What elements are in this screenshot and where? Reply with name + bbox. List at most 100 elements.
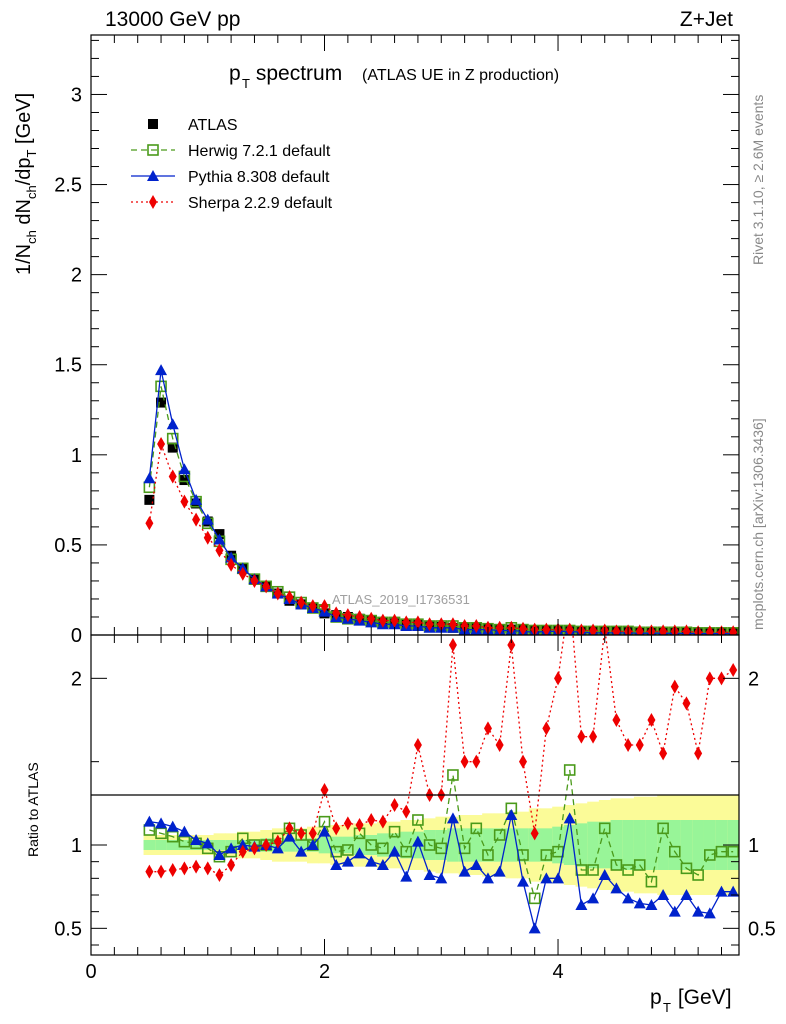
ratio-point-sherpa bbox=[448, 638, 457, 652]
ratio-point-pythia bbox=[622, 892, 635, 904]
ratio-stat-band bbox=[563, 825, 577, 865]
ratio-point-sherpa bbox=[308, 826, 317, 841]
main-point-herwig bbox=[166, 432, 179, 445]
ratio-point-pythia bbox=[353, 847, 366, 859]
ratio-point-sherpa bbox=[402, 804, 411, 819]
main-point-sherpa bbox=[565, 622, 574, 635]
ratio-ytick-label-left: 0.5 bbox=[54, 918, 82, 940]
ratio-point-herwig bbox=[715, 845, 728, 858]
main-point-sherpa bbox=[519, 621, 527, 635]
ratio-point-sherpa bbox=[273, 834, 282, 849]
analysis-watermark: ATLAS_2019_I1736531 bbox=[332, 592, 470, 607]
ratio-point-sherpa bbox=[355, 818, 364, 832]
ratio-point-sherpa bbox=[554, 671, 563, 686]
ratio-point-sherpa bbox=[180, 861, 189, 876]
main-point-sherpa bbox=[635, 624, 644, 635]
ratio-stat-band bbox=[575, 823, 588, 867]
main-point-sherpa bbox=[262, 579, 271, 594]
main-point-sherpa bbox=[285, 590, 294, 605]
ratio-point-pythia bbox=[446, 812, 459, 824]
main-ytick-label: 0.5 bbox=[54, 535, 82, 557]
main-point-sherpa bbox=[227, 557, 236, 572]
ratio-stat-band bbox=[213, 840, 226, 850]
ratio-point-pythia bbox=[470, 859, 483, 870]
title-rest: spectrum bbox=[250, 62, 342, 85]
ratio-point-pythia bbox=[727, 885, 739, 897]
ratio-point-sherpa bbox=[624, 738, 633, 752]
main-point-sherpa bbox=[192, 512, 201, 527]
ratio-point-sherpa bbox=[320, 783, 329, 797]
ratio-point-pythia bbox=[306, 839, 319, 850]
ratio-point-pythia bbox=[190, 834, 203, 845]
ratio-ytick-label-left: 1 bbox=[71, 835, 82, 857]
ratio-point-sherpa bbox=[530, 826, 539, 841]
main-point-sherpa bbox=[215, 543, 224, 558]
legend-marker bbox=[149, 195, 157, 209]
main-point-sherpa bbox=[320, 599, 329, 614]
ratio-xtick-label: 2 bbox=[319, 961, 330, 983]
main-point-pythia bbox=[201, 513, 214, 525]
ratio-point-herwig bbox=[482, 849, 494, 861]
ratio-xlabel: p T [GeV] bbox=[650, 986, 732, 1015]
legend-entry-herwig: Herwig 7.2.1 default bbox=[131, 143, 331, 160]
main-point-sherpa bbox=[203, 530, 212, 545]
main-point-pythia bbox=[166, 418, 179, 430]
ratio-xtick-label: 0 bbox=[85, 961, 96, 983]
ratio-point-pythia bbox=[692, 905, 705, 917]
ratio-point-sherpa bbox=[297, 826, 306, 841]
ratio-stat-band bbox=[587, 821, 600, 869]
main-point-sherpa bbox=[402, 615, 411, 630]
ratio-point-pythia bbox=[563, 812, 576, 824]
ratio-point-sherpa bbox=[717, 671, 726, 686]
ratio-stat-band bbox=[668, 820, 682, 870]
main-point-sherpa bbox=[250, 573, 259, 588]
legend-entry-pythia: Pythia 8.308 default bbox=[131, 169, 330, 186]
ratio-point-sherpa bbox=[495, 738, 504, 752]
ratio-point-sherpa bbox=[507, 638, 516, 652]
ratio-point-sherpa bbox=[577, 729, 586, 744]
ratio-point-pythia bbox=[143, 815, 156, 827]
ratio-point-pythia bbox=[458, 865, 471, 877]
ratio-point-herwig bbox=[692, 869, 704, 881]
main-point-sherpa bbox=[180, 494, 189, 509]
ratio-point-pythia bbox=[201, 837, 214, 849]
ratio-stat-band bbox=[692, 820, 705, 870]
ratio-point-herwig bbox=[365, 839, 378, 851]
ratio-point-pythia bbox=[645, 899, 658, 910]
ratio-point-pythia bbox=[411, 835, 424, 847]
ratio-point-sherpa bbox=[285, 821, 294, 836]
main-point-sherpa bbox=[705, 625, 714, 635]
ratio-point-sherpa bbox=[635, 738, 644, 752]
ratio-point-sherpa bbox=[659, 746, 668, 761]
ratio-stat-band bbox=[447, 828, 460, 862]
ratio-point-pythia bbox=[236, 839, 249, 850]
main-point-sherpa bbox=[273, 586, 282, 601]
ratio-point-pythia bbox=[715, 885, 728, 897]
ratio-stat-band bbox=[703, 820, 717, 870]
ratio-point-sherpa bbox=[262, 838, 271, 852]
legend-entry-sherpa: Sherpa 2.2.9 default bbox=[131, 195, 333, 212]
ratio-point-sherpa bbox=[612, 713, 621, 727]
main-ytick-label: 2 bbox=[71, 265, 82, 287]
ratio-stat-band bbox=[517, 828, 530, 862]
xlabel-sub: T bbox=[663, 1000, 671, 1015]
legend-marker bbox=[147, 144, 159, 156]
ratio-point-pythia bbox=[225, 842, 238, 854]
ratio-stat-band bbox=[330, 836, 343, 854]
ratio-point-pythia bbox=[178, 825, 191, 837]
ratio-stat-band bbox=[353, 835, 366, 855]
main-point-sherpa bbox=[355, 609, 364, 624]
ratio-series-group bbox=[143, 635, 739, 934]
ratio-point-pythia bbox=[400, 870, 413, 882]
ratio-point-pythia bbox=[493, 865, 506, 877]
main-point-pythia bbox=[155, 364, 168, 376]
main-point-pythia bbox=[143, 472, 156, 484]
ratio-point-pythia bbox=[528, 922, 541, 934]
ratio-point-pythia bbox=[598, 869, 611, 880]
ratio-stat-band bbox=[645, 820, 658, 870]
main-point-sherpa bbox=[413, 615, 422, 630]
ratio-point-sherpa bbox=[460, 754, 469, 769]
ratio-point-herwig bbox=[704, 849, 716, 861]
ratio-point-pythia bbox=[680, 889, 693, 900]
ratio-ytick-label-right: 0.5 bbox=[748, 918, 776, 940]
